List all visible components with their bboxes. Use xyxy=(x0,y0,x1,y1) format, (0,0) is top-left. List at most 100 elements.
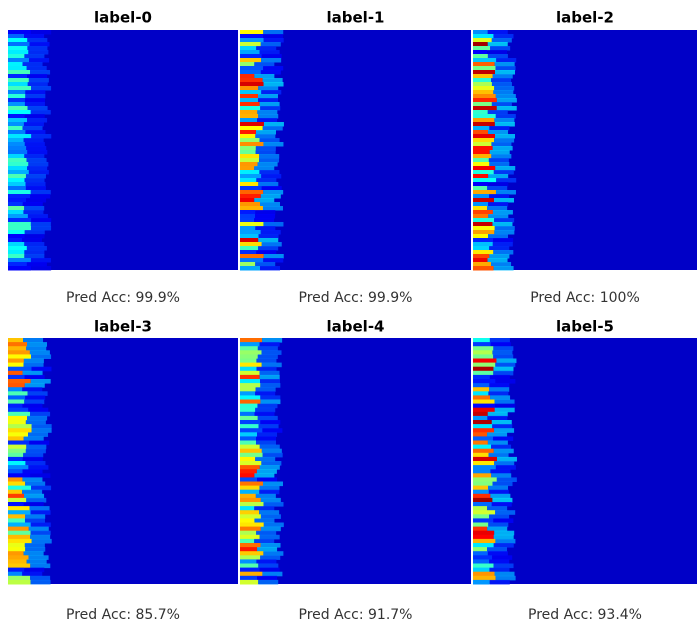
heatmap-cell xyxy=(26,246,47,251)
heatmap-cell xyxy=(8,226,32,231)
heatmap-cell xyxy=(240,98,259,103)
heatmap-cell xyxy=(254,473,275,478)
heatmap-cell xyxy=(8,575,31,581)
heatmap-cell xyxy=(240,234,259,239)
heatmap-cell xyxy=(473,198,494,203)
heatmap-cell xyxy=(473,102,492,107)
heatmap-cell xyxy=(493,266,514,271)
heatmap-cell xyxy=(8,70,31,75)
heatmap-cell xyxy=(27,46,48,51)
heatmap-cell xyxy=(258,563,279,569)
heatmap-cell xyxy=(8,90,26,95)
heatmap-cell xyxy=(473,114,496,119)
heatmap-cell xyxy=(473,424,493,429)
heatmap-cell xyxy=(23,338,44,343)
heatmap-cell xyxy=(8,370,23,376)
heatmap-cell xyxy=(473,448,494,454)
heatmap-cell xyxy=(240,258,264,263)
heatmap-cell xyxy=(240,70,261,75)
heatmap-cell xyxy=(240,456,256,462)
heatmap-cell xyxy=(25,174,46,179)
heatmap-cell xyxy=(8,114,25,119)
heatmap-cell xyxy=(256,530,277,536)
heatmap-cell xyxy=(473,538,496,544)
heatmap-cell xyxy=(240,530,257,536)
heatmap-cell xyxy=(473,350,493,355)
heatmap-cell xyxy=(30,563,51,569)
heatmap-cell xyxy=(488,452,509,458)
heatmap-cell xyxy=(8,206,25,211)
heatmap-cell xyxy=(473,493,491,499)
heatmap-cell xyxy=(473,30,488,35)
heatmap-cell xyxy=(260,420,281,425)
heatmap-cell xyxy=(257,403,278,409)
heatmap-cell xyxy=(8,34,25,39)
heatmap-cell xyxy=(473,214,489,219)
heatmap-cell xyxy=(254,506,275,511)
heatmap-cell xyxy=(8,30,32,35)
heatmap-cell xyxy=(240,563,259,569)
heatmap-cell xyxy=(473,86,495,91)
heatmap-cell xyxy=(22,202,43,207)
heatmap-cell xyxy=(496,456,517,462)
heatmap-cell xyxy=(240,350,262,355)
heatmap-cell xyxy=(473,218,495,223)
heatmap-cell xyxy=(240,90,262,95)
heatmap-cell xyxy=(257,162,278,167)
heatmap-cell xyxy=(473,506,488,511)
heatmap-cell xyxy=(240,338,263,343)
heatmap-cell xyxy=(240,198,255,203)
heatmap-cell xyxy=(263,522,284,528)
heatmap-cell xyxy=(8,38,28,43)
heatmap-cell xyxy=(8,534,31,540)
heatmap-cell xyxy=(254,74,275,79)
heatmap-cell xyxy=(259,342,280,347)
heatmap-cell xyxy=(25,547,46,552)
heatmap-cell xyxy=(240,473,255,478)
heatmap-cell xyxy=(240,379,261,384)
heatmap-cell xyxy=(255,130,276,135)
panel: label-4 Pred Acc: 91.7% xyxy=(240,318,471,623)
heatmap-cell xyxy=(255,146,276,151)
heatmap-cell xyxy=(8,246,27,251)
heatmap-cell xyxy=(488,391,509,396)
heatmap-cell xyxy=(8,118,28,123)
heatmap-cell xyxy=(255,407,276,413)
heatmap-cell xyxy=(473,383,490,388)
heatmap-cell xyxy=(240,448,262,454)
heatmap-cell xyxy=(259,102,280,107)
heatmap-cell xyxy=(240,66,264,71)
heatmap-cell xyxy=(260,555,281,560)
heatmap-cell xyxy=(8,198,27,203)
heatmap-cell xyxy=(8,579,31,585)
heatmap-cell xyxy=(493,354,514,359)
heatmap-cell xyxy=(240,518,255,523)
heatmap-cell xyxy=(260,266,281,271)
panel: label-1 Pred Acc: 99.9% xyxy=(240,9,471,306)
heatmap-cell xyxy=(28,432,49,437)
heatmap-cell xyxy=(495,362,516,368)
heatmap-cell xyxy=(22,469,43,474)
heatmap-cell xyxy=(8,354,32,359)
heatmap-cell xyxy=(254,518,275,523)
heatmap-cell xyxy=(22,370,43,376)
accuracy-label: Pred Acc: 99.9% xyxy=(66,290,180,306)
heatmap-cell xyxy=(240,130,256,135)
heatmap-cell xyxy=(473,122,495,127)
heatmap-cell xyxy=(30,575,51,581)
heatmap-cell xyxy=(240,170,260,175)
heatmap-cell xyxy=(8,379,31,384)
heatmap-cell xyxy=(491,38,512,43)
heatmap-cell xyxy=(8,162,29,167)
heatmap-cell xyxy=(8,477,23,482)
heatmap-cell xyxy=(240,254,264,259)
heatmap-cell xyxy=(24,34,45,39)
heatmap-cell xyxy=(259,534,280,540)
heatmap-cell xyxy=(8,346,27,351)
heatmap-cell xyxy=(240,436,257,441)
heatmap-cell xyxy=(240,246,259,251)
heatmap-cell xyxy=(473,362,496,368)
heatmap-cell xyxy=(240,444,260,450)
heatmap-cell xyxy=(495,403,516,409)
heatmap-cell xyxy=(8,350,30,355)
